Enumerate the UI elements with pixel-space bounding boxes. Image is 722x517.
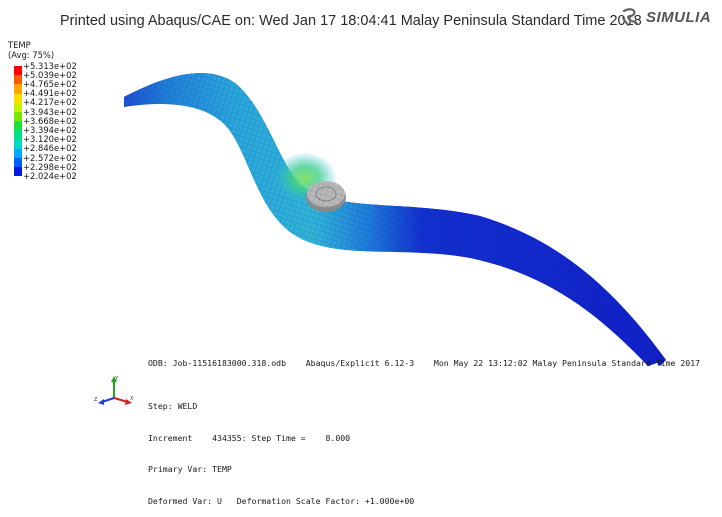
legend-color-swatch	[14, 158, 22, 168]
legend-value: +4.491e+02	[23, 88, 77, 99]
triad-z-label: Z	[94, 397, 98, 403]
legend-color-swatch	[14, 148, 22, 158]
legend-value: +2.024e+02	[23, 170, 77, 181]
legend-color-swatch	[14, 139, 22, 149]
legend-color-swatch	[14, 93, 22, 103]
legend-color-swatch	[14, 112, 22, 122]
legend-value: +2.846e+02	[23, 143, 77, 154]
simulia-logo: SIMULIA	[620, 6, 711, 28]
logo-text: SIMULIA	[646, 8, 712, 26]
model-viewport[interactable]	[0, 0, 722, 425]
coordinate-triad-icon: Y X Z	[94, 376, 134, 405]
legend-subtitle: (Avg: 75%)	[8, 50, 55, 60]
legend-value: +3.120e+02	[23, 134, 77, 145]
legend-color-swatch	[14, 75, 22, 85]
print-header: Printed using Abaqus/CAE on: Wed Jan 17 …	[60, 13, 642, 29]
legend-color-swatch	[14, 167, 22, 177]
legend-value: +3.394e+02	[23, 124, 77, 135]
triad-y-label: Y	[114, 376, 119, 382]
step-label: Step: WELD	[148, 401, 198, 411]
3ds-logo-icon	[622, 8, 639, 26]
legend-value: +2.298e+02	[23, 161, 77, 172]
legend-value: +2.572e+02	[23, 152, 77, 163]
legend-value: +3.943e+02	[23, 106, 77, 117]
legend-color-swatch	[14, 84, 22, 94]
legend-value: +3.668e+02	[23, 115, 77, 126]
legend-value: +4.765e+02	[23, 78, 77, 89]
weld-torch-disc	[306, 181, 346, 212]
deformed-var-label: Deformed Var: U Deformation Scale Factor…	[148, 495, 415, 506]
primary-var-label: Primary Var: TEMP	[148, 464, 232, 474]
legend-value: +5.313e+02	[23, 60, 77, 71]
odb-info-line: ODB: Job-11516183000.318.odb Abaqus/Expl…	[148, 358, 701, 368]
legend-color-swatch	[14, 66, 22, 76]
triad-x-label: X	[130, 396, 134, 402]
legend-color-swatch	[14, 102, 22, 112]
temperature-legend: TEMP (Avg: 75%) +5.313e+02 +5.039e+02 +4.7…	[8, 40, 126, 186]
legend-color-swatch	[14, 121, 22, 131]
legend-title: TEMP	[8, 40, 31, 50]
step-info: Step: WELD Increment 434355: Step Time =…	[148, 380, 414, 517]
strip-mesh	[124, 73, 666, 366]
legend-value: +4.217e+02	[23, 97, 77, 108]
increment-label: Increment 434355: Step Time = 8.000	[148, 432, 351, 443]
legend-color-swatch	[14, 130, 22, 140]
legend-value: +5.039e+02	[23, 69, 77, 80]
legend-scale: +5.313e+02 +5.039e+02 +4.765e+02 +4.491e+02…	[8, 61, 126, 186]
